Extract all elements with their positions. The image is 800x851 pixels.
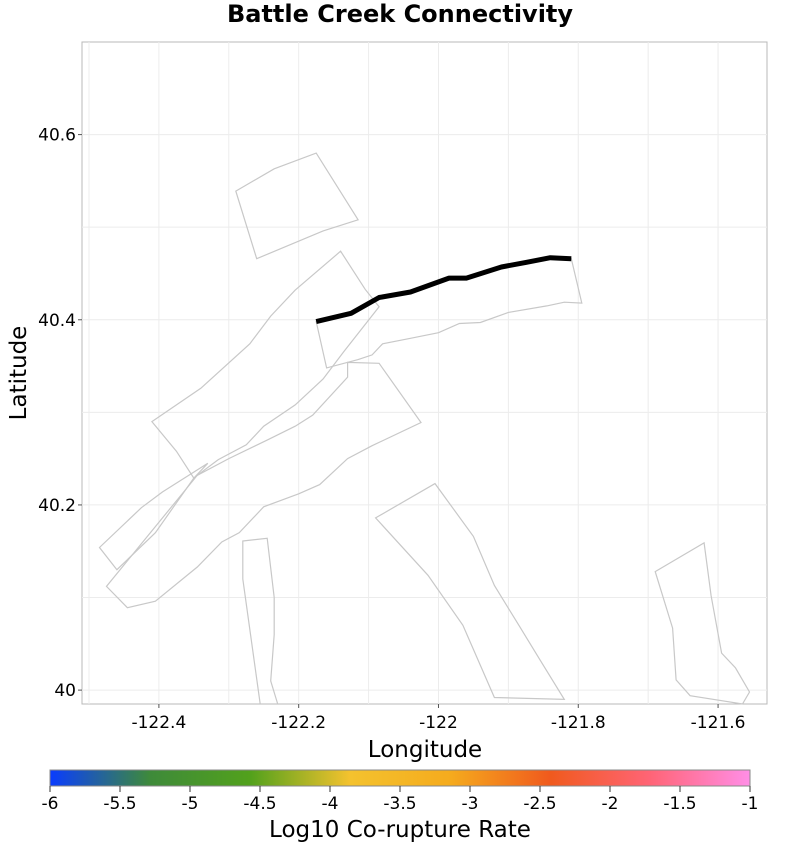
colorbar-tick-label: -5.5 (103, 794, 136, 814)
fault-outline-f (374, 482, 566, 701)
fault-outline-a (235, 152, 360, 260)
colorbar-tick-label: -2 (602, 794, 619, 814)
highlight-layer (315, 255, 572, 325)
colorbar (49, 769, 751, 787)
colorbar-tick-label: -4 (322, 794, 339, 814)
colorbar-tick-label: -1.5 (663, 794, 696, 814)
colorbar-tick-label: -3 (462, 794, 479, 814)
fault-outline-d (105, 361, 422, 609)
x-tick-label: -122.2 (271, 713, 326, 733)
chart-title: Battle Creek Connectivity (227, 0, 573, 28)
x-tick-label: -121.6 (691, 713, 746, 733)
y-tick-label: 40 (54, 681, 76, 701)
colorbar-label: Log10 Co-rupture Rate (269, 817, 531, 843)
x-tick-label: -122.4 (131, 713, 186, 733)
plot-area (81, 41, 768, 705)
y-tick-label: 40.2 (38, 496, 76, 516)
y-axis-ticks: 40 40.2 40.4 40.6 (38, 126, 82, 701)
x-tick-label: -121.8 (551, 713, 606, 733)
y-tick-label: 40.6 (38, 126, 76, 146)
x-axis-label: Longitude (368, 737, 482, 763)
fault-outline-c (98, 462, 209, 571)
battle-creek-trace (315, 255, 572, 325)
colorbar-tick-label: -2.5 (523, 794, 556, 814)
colorbar-tick-label: -3.5 (383, 794, 416, 814)
colorbar-tick-label: -4.5 (243, 794, 276, 814)
grid-lines (82, 42, 767, 704)
x-axis-ticks: -122.4 -122.2 -122 -121.8 -121.6 (131, 704, 745, 733)
fault-outline-e (242, 537, 279, 705)
colorbar-ticks: -6 -5.5 -5 -4.5 -4 -3.5 -3 -2.5 -2 -1.5 -1 (42, 786, 759, 814)
y-tick-label: 40.4 (38, 311, 76, 331)
x-tick-label: -122 (419, 713, 458, 733)
fault-outline-g (654, 541, 751, 705)
fault-outline-b (151, 250, 380, 479)
y-axis-label: Latitude (6, 326, 32, 421)
colorbar-tick-label: -5 (182, 794, 199, 814)
colorbar-tick-label: -1 (742, 794, 759, 814)
fault-sections (98, 152, 751, 705)
plot-panel (81, 41, 768, 705)
colorbar-tick-label: -6 (42, 794, 59, 814)
